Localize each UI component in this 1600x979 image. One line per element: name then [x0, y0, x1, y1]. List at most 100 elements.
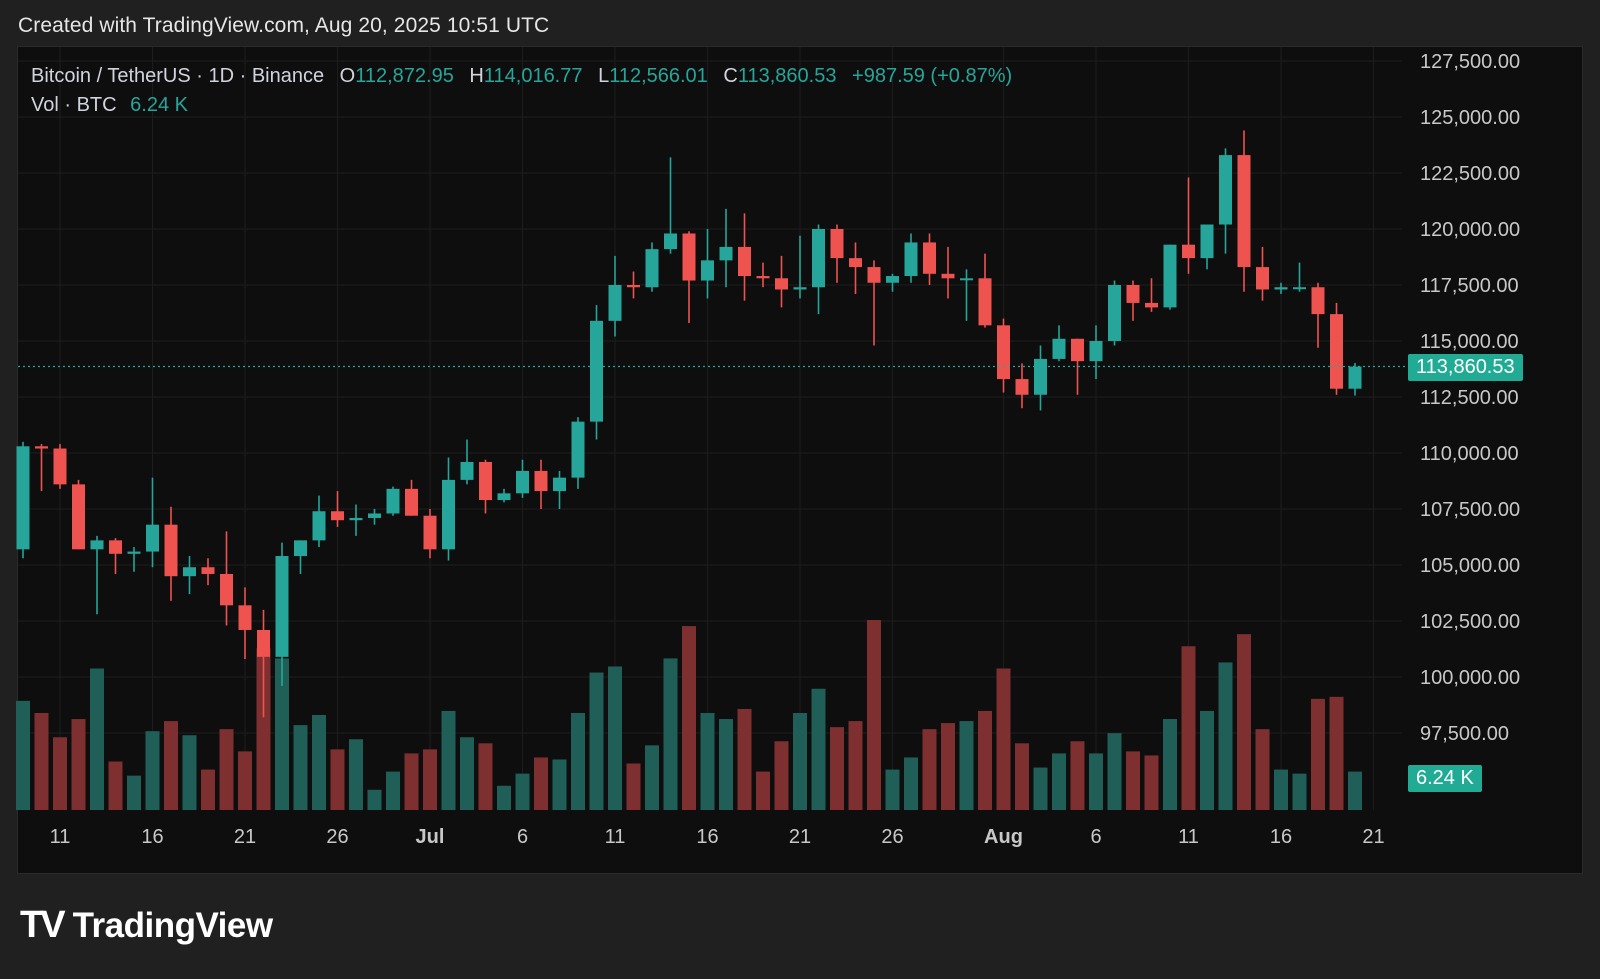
candle[interactable] [460, 439, 474, 485]
candle[interactable] [1089, 325, 1103, 380]
candle[interactable] [1145, 278, 1158, 312]
volume-bar [941, 723, 955, 810]
candle[interactable] [368, 509, 381, 525]
candle-body [183, 567, 196, 577]
candle[interactable] [497, 488, 511, 503]
volume-bar [1070, 741, 1085, 810]
candle[interactable] [146, 477, 159, 568]
candle[interactable] [331, 491, 344, 527]
candle[interactable] [257, 609, 270, 718]
volume-bar [90, 668, 104, 810]
candle[interactable] [516, 459, 529, 498]
candle[interactable] [1219, 148, 1232, 254]
candle[interactable] [1163, 244, 1177, 310]
candle[interactable] [1108, 280, 1121, 346]
candle[interactable] [608, 255, 622, 337]
candle[interactable] [701, 229, 714, 299]
candle[interactable] [16, 441, 30, 559]
chart-legend: Bitcoin / TetherUS · 1D · Binance O112,8… [31, 62, 1012, 120]
open-label: O [339, 65, 356, 87]
candle[interactable] [590, 305, 603, 440]
candle[interactable] [1274, 282, 1288, 294]
volume-bar [737, 708, 752, 810]
volume-bar [1274, 769, 1288, 810]
candle[interactable] [1034, 345, 1047, 411]
candle[interactable] [1311, 282, 1325, 348]
candle[interactable] [756, 262, 770, 288]
candle[interactable] [738, 213, 751, 301]
candle[interactable] [571, 417, 585, 489]
volume-bar [682, 626, 696, 810]
symbol-title[interactable]: Bitcoin / TetherUS · 1D · Binance [31, 65, 325, 87]
candle[interactable] [109, 538, 122, 574]
candle[interactable] [682, 231, 696, 324]
volume-bar [793, 712, 807, 810]
candle[interactable] [886, 273, 899, 292]
candle[interactable] [164, 506, 178, 601]
candle[interactable] [405, 479, 418, 516]
candle[interactable] [423, 509, 437, 559]
candle[interactable] [220, 531, 233, 626]
low-value: 112,566.01 [609, 65, 708, 87]
candle[interactable] [867, 260, 881, 346]
y-tick-label: 120,000.00 [1420, 219, 1520, 241]
candle[interactable] [1237, 130, 1251, 292]
candle[interactable] [553, 470, 566, 509]
candle[interactable] [479, 459, 492, 514]
x-tick-label: 21 [789, 826, 811, 848]
volume-bar [1237, 634, 1251, 810]
candle[interactable] [645, 242, 659, 292]
candle-body [72, 484, 85, 550]
candle[interactable] [904, 233, 918, 283]
tradingview-logo[interactable]: TV TradingView [20, 906, 273, 944]
candle[interactable] [997, 318, 1010, 393]
candle[interactable] [183, 556, 196, 595]
candle[interactable] [941, 246, 955, 299]
candle[interactable] [294, 540, 307, 574]
volume-label[interactable]: Vol · BTC [31, 94, 117, 116]
candle[interactable] [1126, 280, 1140, 321]
candle[interactable] [238, 587, 252, 660]
candle[interactable] [627, 271, 640, 299]
y-tick-label: 97,500.00 [1420, 723, 1509, 745]
candle[interactable] [664, 157, 677, 254]
candle[interactable] [201, 558, 215, 586]
candle[interactable] [53, 444, 67, 489]
candle[interactable] [960, 269, 973, 321]
candle[interactable] [775, 255, 788, 308]
candle[interactable] [812, 224, 825, 315]
candle[interactable] [719, 208, 733, 288]
candle[interactable] [312, 495, 326, 548]
candle[interactable] [534, 459, 548, 509]
candle[interactable] [849, 242, 862, 294]
volume-bar [441, 710, 456, 810]
volume-bar [1200, 710, 1214, 810]
low-label: L [598, 65, 610, 87]
candle[interactable] [386, 486, 400, 516]
candle[interactable] [1200, 224, 1214, 270]
candle[interactable] [978, 253, 992, 328]
candle[interactable] [35, 444, 48, 492]
candle[interactable] [72, 479, 85, 550]
candle[interactable] [1182, 177, 1195, 274]
candle[interactable] [1330, 302, 1343, 395]
candle[interactable] [1071, 338, 1084, 395]
candle[interactable] [1015, 363, 1029, 409]
candle[interactable] [1348, 363, 1362, 396]
candle[interactable] [349, 504, 363, 536]
candle[interactable] [1256, 246, 1269, 301]
candle[interactable] [1293, 262, 1306, 292]
candle[interactable] [830, 224, 844, 283]
candle[interactable] [442, 457, 455, 561]
candle-body [90, 540, 104, 550]
candle[interactable] [1052, 325, 1066, 362]
candle-body [238, 605, 252, 630]
candle-body [146, 524, 159, 552]
candle[interactable] [90, 535, 104, 615]
candle[interactable] [793, 235, 807, 299]
candle[interactable] [923, 233, 936, 285]
candle[interactable] [127, 547, 141, 572]
candle[interactable] [275, 542, 289, 686]
candle-body [220, 573, 233, 606]
